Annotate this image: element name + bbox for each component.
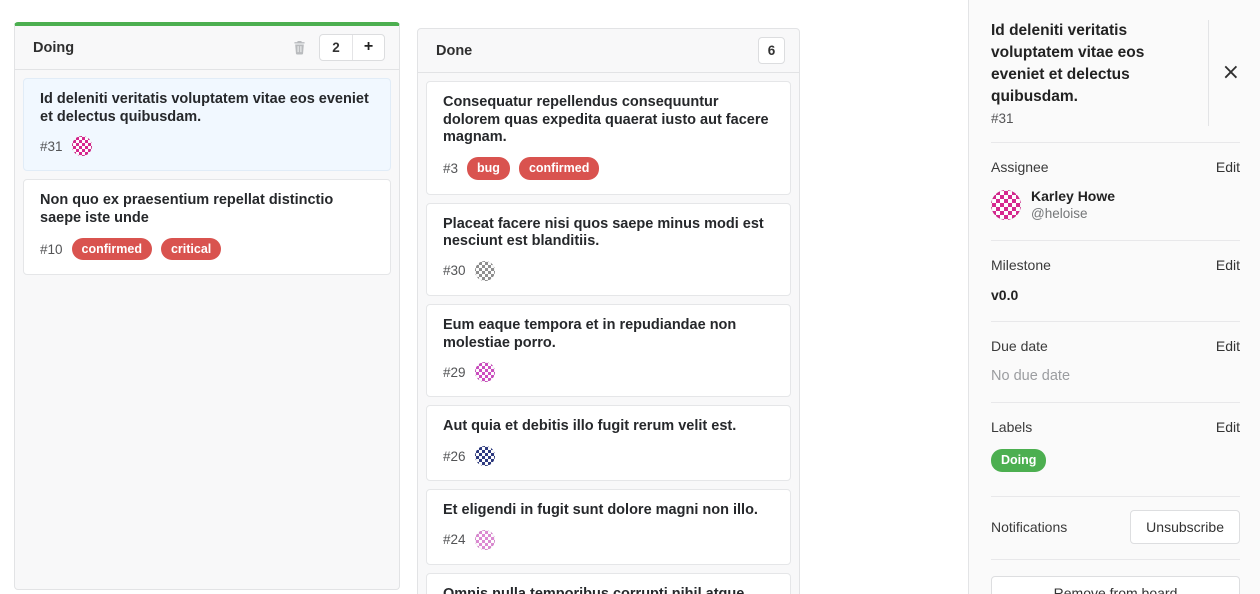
milestone-label: Milestone xyxy=(991,257,1051,274)
issue-number: #29 xyxy=(443,364,466,380)
issue-card-23[interactable]: Omnis nulla temporibus corrupti nihil at… xyxy=(426,572,791,594)
board-column-done: Done 6 Consequatur repellendus consequun… xyxy=(417,28,800,594)
issue-card-26[interactable]: Aut quia et debitis illo fugit rerum vel… xyxy=(426,405,791,481)
issue-detail-sidebar: Id deleniti veritatis voluptatem vitae e… xyxy=(968,0,1260,594)
labels-section: Labels Edit Doing xyxy=(991,403,1240,474)
issue-number: #24 xyxy=(443,532,466,548)
issue-card-title: Non quo ex praesentium repellat distinct… xyxy=(40,192,334,227)
section-divider xyxy=(991,558,1240,560)
milestone-value: v0.0 xyxy=(991,287,1019,304)
assignee-username: @heloise xyxy=(1031,205,1088,221)
column-title: Done xyxy=(436,42,473,59)
issue-title: Id deleniti veritatis voluptatem vitae e… xyxy=(991,22,1145,105)
issue-card-title: Omnis nulla temporibus corrupti nihil at… xyxy=(443,585,745,594)
milestone-section: Milestone Edit v0.0 xyxy=(991,241,1240,305)
issue-card-30[interactable]: Placeat facere nisi quos saepe minus mod… xyxy=(426,202,791,296)
label-badge: confirmed xyxy=(518,157,600,180)
column-body-done: Consequatur repellendus consequuntur dol… xyxy=(418,73,799,594)
assignee-name[interactable]: Karley Howe xyxy=(1031,188,1116,204)
edit-milestone-button[interactable]: Edit xyxy=(1215,257,1240,274)
label-badge-doing[interactable]: Doing xyxy=(991,449,1047,472)
assignee-avatar-icon xyxy=(474,260,495,281)
remove-from-board-button[interactable]: Remove from board xyxy=(991,575,1240,594)
issue-number: #26 xyxy=(443,448,466,464)
section-divider xyxy=(991,142,1240,143)
assignee-avatar-icon xyxy=(991,190,1021,221)
column-card-count: 6 xyxy=(758,37,785,64)
column-card-count: 2 xyxy=(332,40,340,55)
assignee-avatar-icon xyxy=(474,362,495,383)
board-column-doing: Doing 2 + Id deleniti veritatis voluptat… xyxy=(14,22,400,590)
due-date-value: No due date xyxy=(991,368,1071,385)
column-title: Doing xyxy=(33,39,75,56)
issue-card-title: Id deleniti veritatis voluptatem vitae e… xyxy=(40,91,369,125)
assignee-avatar-icon xyxy=(474,529,495,550)
column-header-doing: Doing 2 + xyxy=(15,26,399,70)
assignee-avatar-icon xyxy=(71,136,92,157)
issue-number: #31 xyxy=(40,138,63,154)
due-date-label: Due date xyxy=(991,338,1048,355)
section-divider xyxy=(991,240,1240,242)
issue-card-title: Placeat facere nisi quos saepe minus mod… xyxy=(443,215,764,250)
label-badge: confirmed xyxy=(71,237,152,261)
close-sidebar-button[interactable]: × xyxy=(1209,62,1240,84)
label-badge: bug xyxy=(467,157,510,180)
issue-number: #3 xyxy=(443,160,459,176)
issue-card-title: Consequatur repellendus consequuntur dol… xyxy=(443,94,769,146)
due-date-section: Due date Edit No due date xyxy=(991,322,1240,386)
section-divider xyxy=(991,321,1240,323)
issue-number: #10 xyxy=(40,241,63,257)
issue-card-29[interactable]: Eum eaque tempora et in repudiandae non … xyxy=(426,303,791,398)
issue-number: #30 xyxy=(443,263,466,279)
issue-card-title: Et eligendi in fugit sunt dolore magni n… xyxy=(443,502,758,518)
label-badge: critical xyxy=(160,237,222,261)
edit-assignee-button[interactable]: Edit xyxy=(1215,159,1240,175)
issue-head: Id deleniti veritatis voluptatem vitae e… xyxy=(991,20,1240,126)
delete-column-button[interactable] xyxy=(290,38,309,57)
column-body-doing: Id deleniti veritatis voluptatem vitae e… xyxy=(15,70,399,291)
assignee-avatar-icon xyxy=(474,446,495,466)
column-header-done: Done 6 xyxy=(418,29,799,73)
title-divider xyxy=(1207,20,1209,126)
trash-icon xyxy=(292,40,307,55)
edit-labels-button[interactable]: Edit xyxy=(1215,419,1240,436)
column-count-add-group: 2 + xyxy=(319,34,385,61)
issue-card-title: Aut quia et debitis illo fugit rerum vel… xyxy=(443,418,737,435)
issue-number: #31 xyxy=(991,111,1014,126)
assignee-label: Assignee xyxy=(991,159,1049,175)
close-icon: × xyxy=(1221,60,1240,85)
notifications-section: Notifications Unsubscribe xyxy=(991,497,1240,546)
labels-label: Labels xyxy=(991,419,1033,436)
issue-card-title: Eum eaque tempora et in repudiandae non … xyxy=(443,316,737,351)
issue-card-3[interactable]: Consequatur repellendus consequuntur dol… xyxy=(426,81,791,195)
edit-due-date-button[interactable]: Edit xyxy=(1215,338,1240,355)
assignee-section: Assignee Edit Karley Howe @heloise xyxy=(991,143,1240,224)
section-divider xyxy=(991,495,1240,497)
section-divider xyxy=(991,402,1240,404)
issue-card-31[interactable]: Id deleniti veritatis voluptatem vitae e… xyxy=(23,78,391,172)
add-card-button[interactable]: + xyxy=(352,35,384,60)
issue-card-24[interactable]: Et eligendi in fugit sunt dolore magni n… xyxy=(426,489,791,565)
notifications-label: Notifications xyxy=(991,518,1068,535)
issue-card-10[interactable]: Non quo ex praesentium repellat distinct… xyxy=(23,179,391,276)
unsubscribe-button[interactable]: Unsubscribe xyxy=(1130,509,1240,544)
